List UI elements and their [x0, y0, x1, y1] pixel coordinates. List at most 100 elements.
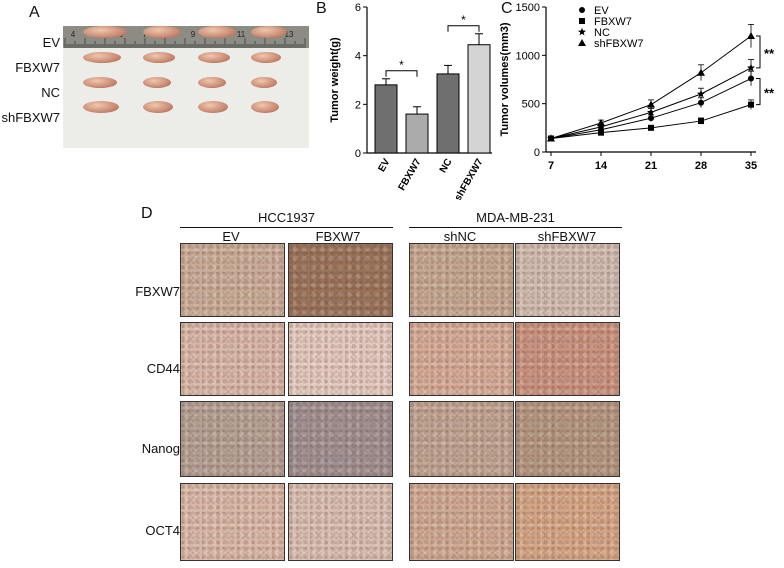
x-tick-label: 28 [695, 160, 707, 172]
marker-star [647, 108, 655, 116]
y-tick-label: 0 [534, 147, 540, 159]
legend-label: shFBXW7 [594, 38, 644, 50]
ruler-number: 9 [191, 30, 196, 39]
x-tick-label: NC [438, 157, 455, 175]
significance-bracket [756, 78, 761, 106]
col-label-ev: EV [222, 229, 240, 244]
ihc-image [515, 483, 620, 561]
ihc-image [180, 322, 285, 396]
ihc-image [409, 483, 514, 561]
group-line-mdamb231 [409, 227, 622, 228]
ihc-image [180, 401, 285, 477]
tumor [143, 76, 171, 88]
y-tick-label: 6 [355, 2, 361, 14]
marker-triangle [597, 119, 605, 126]
ihc-image [180, 483, 285, 561]
tumor [198, 51, 230, 63]
ihc-image [288, 483, 393, 561]
ihc-image [515, 401, 620, 477]
y-axis-label: Tumor weight(g) [329, 37, 341, 123]
tumor [251, 26, 287, 38]
bar [405, 113, 429, 154]
group-line-hcc1937 [180, 227, 393, 228]
ihc-image [288, 243, 393, 317]
panel-b-label: B [316, 0, 327, 17]
y-tick-label: 1500 [516, 2, 540, 14]
significance-bracket [756, 35, 761, 69]
ruler-ticks: 45678910111213 [64, 30, 306, 48]
ihc-row-label-nanog: Nanog [141, 441, 180, 456]
y-axis-label: Tumor volumes(mm3) [499, 22, 511, 136]
marker-circle [579, 7, 585, 13]
marker-triangle [747, 32, 755, 39]
y-tick-label: 2 [355, 99, 361, 111]
marker-star [697, 89, 705, 98]
tumor [251, 101, 279, 113]
col-label-fbxw7: FBXW7 [315, 229, 361, 244]
tumor [198, 76, 226, 88]
ihc-image [409, 322, 514, 396]
tumor [143, 51, 175, 63]
tumor [143, 101, 173, 113]
legend-label: NC [594, 27, 610, 39]
col-label-shfbxw7: shFBXW7 [537, 229, 597, 244]
group-label-mdamb231: MDA-MB-231 [476, 210, 555, 225]
ihc-image [409, 401, 514, 477]
significance-mark: * [461, 13, 466, 27]
x-tick-label: shFBXW7 [453, 157, 486, 200]
col-label-shnc: shNC [443, 229, 477, 244]
marker-triangle [578, 39, 586, 46]
panel-a-label: A [29, 4, 40, 21]
significance-mark: ** [764, 46, 775, 61]
marker-triangle [697, 68, 705, 76]
x-tick-label: FBXW7 [397, 157, 424, 193]
marker-star [597, 122, 605, 131]
photo-label-ev: EV [42, 35, 60, 50]
x-tick-label: 7 [548, 160, 554, 172]
ihc-image [288, 401, 393, 477]
tumor [83, 101, 119, 113]
panel-c-label: C [501, 0, 513, 17]
marker-triangle [547, 134, 555, 142]
ihc-image [180, 243, 285, 317]
tumor [83, 26, 127, 38]
ihc-image [515, 322, 620, 396]
significance-bracket [447, 25, 480, 32]
marker-star [747, 63, 755, 72]
marker-circle [748, 75, 754, 82]
tumor [198, 101, 228, 113]
x-tick-label: 14 [595, 160, 608, 172]
photo-label-shfbxw7: shFBXW7 [1, 110, 60, 125]
tumor-volume-line-chart: 0 500 1000 1500 7 14 21 28 35 Tumor volumes(mm3) E… [499, 2, 775, 172]
tumor [83, 51, 121, 63]
tumor [83, 76, 117, 88]
series-line [550, 35, 752, 139]
y-tick-label: 0 [355, 148, 361, 160]
legend-label: FBXW7 [594, 16, 632, 28]
tumor [198, 26, 236, 38]
ruler-number: 11 [237, 30, 246, 39]
marker-square [748, 101, 754, 108]
marker-square [598, 129, 604, 136]
significance-bracket [385, 70, 418, 77]
x-tick-label: 21 [645, 160, 657, 172]
photo-label-nc: NC [41, 85, 60, 100]
ruler-number: 13 [285, 30, 294, 39]
x-tick-label: EV [376, 157, 392, 174]
bar [436, 73, 460, 154]
marker-triangle [647, 100, 655, 108]
significance-mark: ** [764, 86, 775, 101]
ihc-image [288, 322, 393, 396]
legend-label: EV [594, 5, 609, 17]
marker-square [698, 118, 704, 125]
marker-circle [698, 99, 704, 106]
marker-square [648, 124, 654, 131]
ihc-image [515, 243, 620, 317]
bar [467, 44, 491, 154]
marker-star [578, 27, 586, 36]
bar [374, 84, 398, 154]
ihc-row-label-fbxw7: FBXW7 [135, 284, 180, 299]
ruler-number: 4 [71, 30, 76, 39]
group-label-hcc1937: HCC1937 [257, 210, 316, 225]
